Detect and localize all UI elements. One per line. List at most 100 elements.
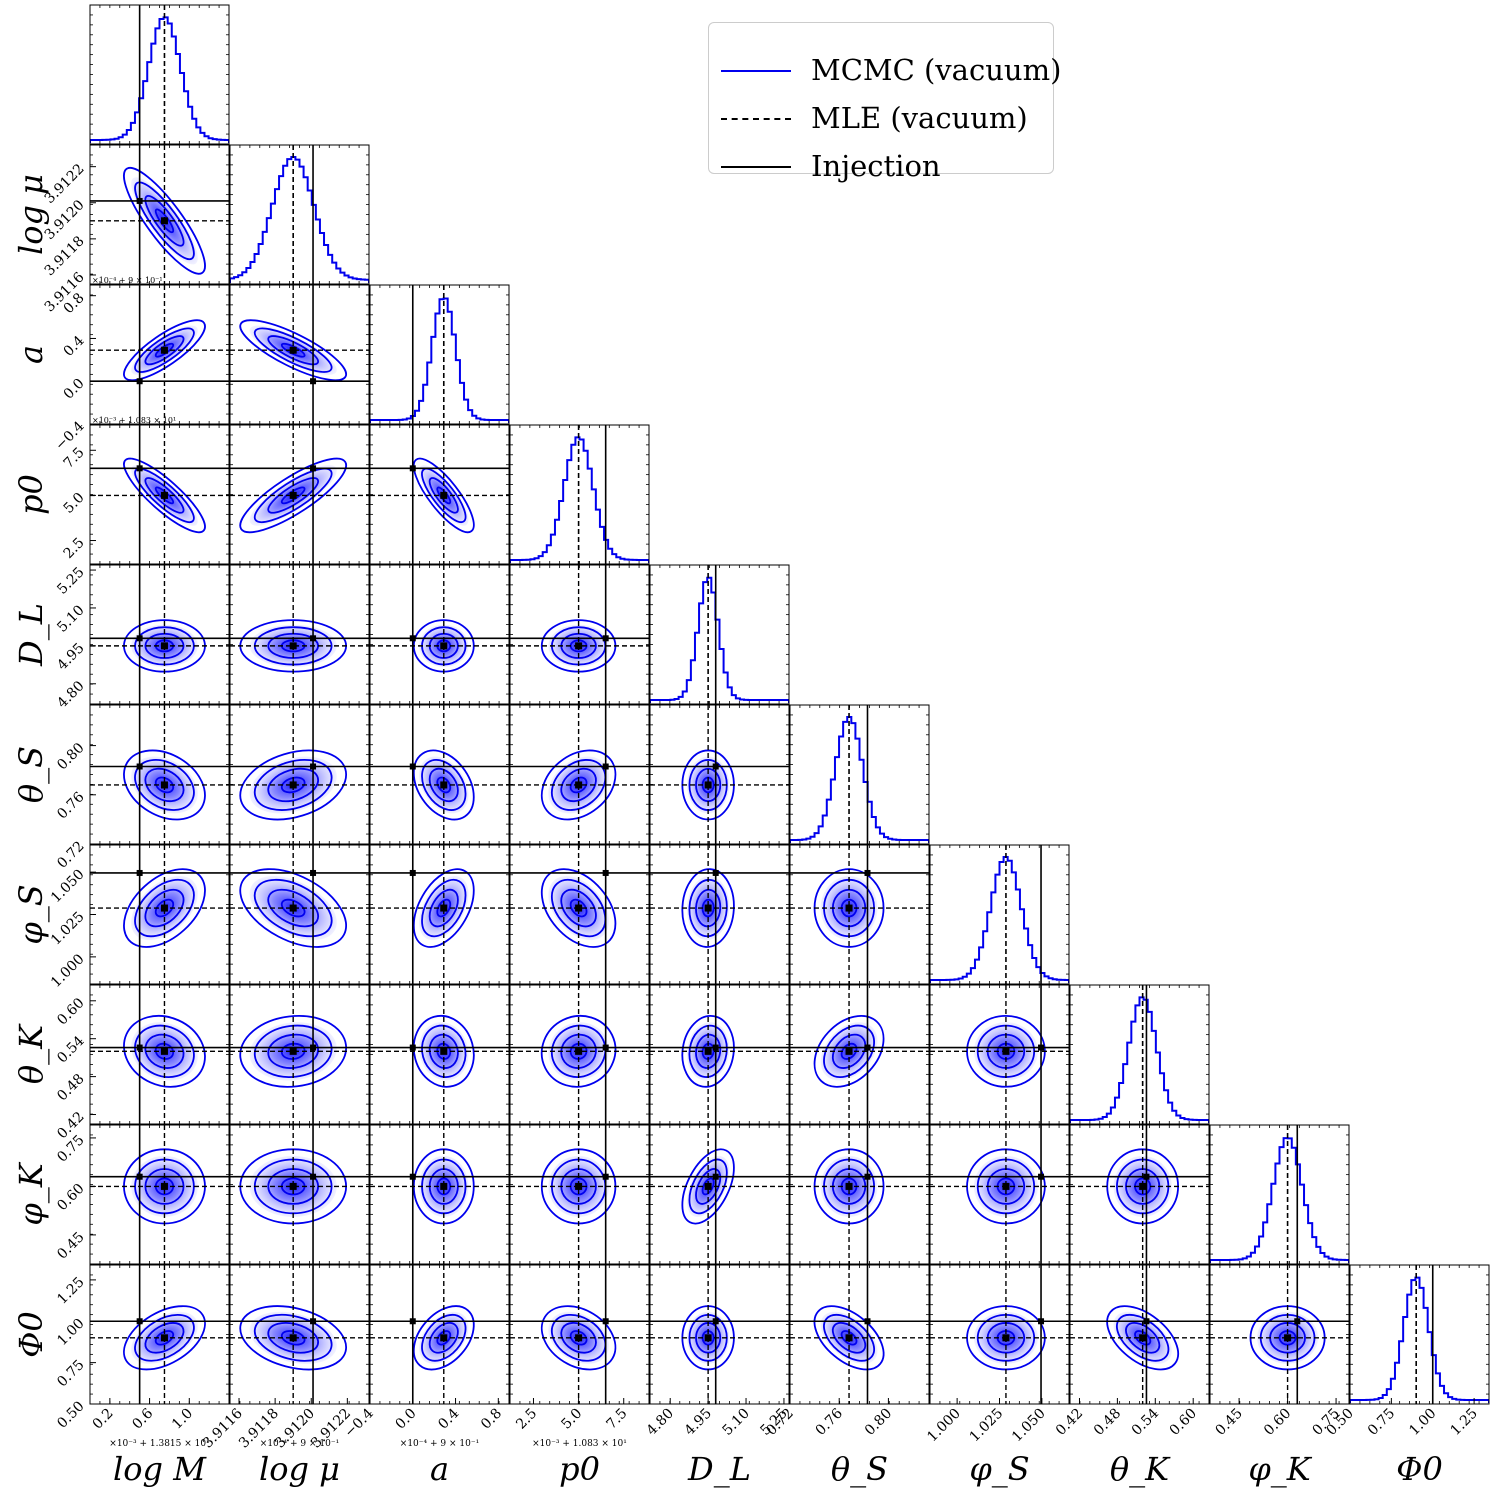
xtick-p-2: 7.5 bbox=[603, 1406, 630, 1433]
xtick-Phi-1: 0.75 bbox=[1365, 1406, 1398, 1439]
injection-marker bbox=[712, 1318, 719, 1325]
contour-3 bbox=[123, 319, 206, 382]
ylabel-thK: θ_K bbox=[12, 1023, 50, 1084]
contour-2 bbox=[253, 759, 333, 811]
xtick-Phi-3: 1.25 bbox=[1448, 1406, 1481, 1439]
panel-phS-vs-D bbox=[649, 844, 790, 985]
ytick-phS-2: 1.050 bbox=[48, 866, 88, 906]
injection-marker bbox=[864, 869, 871, 876]
ylabel-p: p0 bbox=[12, 474, 50, 515]
contour-3 bbox=[540, 868, 617, 948]
injection-marker bbox=[1038, 1173, 1045, 1180]
panel-phS-vs-phS bbox=[929, 844, 1070, 985]
contour-1 bbox=[695, 1168, 722, 1205]
contour-3 bbox=[540, 1014, 617, 1088]
injection-marker bbox=[712, 1173, 719, 1180]
contour-3 bbox=[813, 1014, 885, 1088]
xlabel-thS: θ_S bbox=[831, 1450, 888, 1488]
ytick-phK-1: 0.60 bbox=[54, 1181, 87, 1214]
xlabel-phK: φ_K bbox=[1248, 1450, 1312, 1488]
contour-3 bbox=[813, 1305, 885, 1371]
panel-frame bbox=[1209, 1124, 1350, 1265]
injection-marker bbox=[409, 1173, 416, 1180]
injection-marker bbox=[136, 1173, 143, 1180]
hist-thK bbox=[1070, 996, 1209, 1123]
xtick-D-0: 4.80 bbox=[644, 1406, 677, 1439]
contour-0 bbox=[436, 1042, 452, 1060]
hist-D bbox=[650, 576, 789, 703]
panel-thK-vs-thK bbox=[1069, 984, 1210, 1125]
xtick-p-0: 2.5 bbox=[513, 1406, 540, 1433]
contour-2 bbox=[134, 327, 195, 373]
injection-marker bbox=[310, 635, 317, 642]
ytick-thK-3: 0.60 bbox=[54, 995, 87, 1028]
xtick-M-0: 0.2 bbox=[90, 1406, 117, 1433]
contour-0 bbox=[569, 898, 588, 918]
panel-phK-vs-thS bbox=[789, 1124, 930, 1265]
panel-D-vs-p bbox=[509, 564, 650, 705]
injection-marker bbox=[310, 869, 317, 876]
xtick-a-3: 0.8 bbox=[478, 1406, 505, 1433]
contour-3 bbox=[412, 749, 475, 821]
injection-marker bbox=[712, 763, 719, 770]
panel-thK-vs-phS bbox=[929, 984, 1070, 1125]
panel-Phi-vs-thK: 0.42 0.48 0.54 0.60 θ_K bbox=[1053, 1264, 1210, 1488]
contour-1 bbox=[144, 1033, 185, 1069]
mle-marker bbox=[289, 1182, 297, 1190]
ytick-Phi-1: 0.75 bbox=[54, 1357, 87, 1390]
ytick-D-2: 5.10 bbox=[54, 602, 87, 635]
contour-3 bbox=[412, 1305, 475, 1371]
panel-phS-vs-p bbox=[509, 844, 650, 985]
contour-1 bbox=[144, 1322, 185, 1354]
xtick-thS-2: 0.80 bbox=[862, 1406, 895, 1439]
offset-a: ×10⁻⁴ + 9 × 10⁻¹ bbox=[400, 1439, 479, 1449]
contour-2 bbox=[134, 467, 195, 524]
injection-marker bbox=[409, 869, 416, 876]
contour-1 bbox=[1125, 1322, 1161, 1354]
ylabel-phS: φ_S bbox=[12, 884, 50, 944]
xtick-a-1: 0.0 bbox=[393, 1406, 420, 1433]
mle-marker bbox=[289, 904, 297, 912]
hist-phK bbox=[1210, 1137, 1349, 1263]
panel-phS-vs-mu bbox=[229, 844, 370, 985]
contour-1 bbox=[267, 1033, 319, 1069]
contour-2 bbox=[421, 1313, 467, 1362]
panel-mu-vs-mu bbox=[229, 144, 370, 285]
hist-a bbox=[370, 297, 509, 423]
ytick-D-3: 5.25 bbox=[54, 564, 87, 597]
panel-phK-vs-p bbox=[509, 1124, 650, 1265]
panel-phK-vs-thK bbox=[1069, 1124, 1210, 1265]
contour-3 bbox=[540, 1305, 617, 1371]
ytick-a-2: 0.4 bbox=[61, 333, 88, 360]
injection-marker bbox=[409, 763, 416, 770]
xtick-thK-2: 0.54 bbox=[1129, 1405, 1162, 1438]
contour-1 bbox=[695, 888, 722, 928]
injection-marker bbox=[310, 763, 317, 770]
panel-M-vs-M bbox=[89, 4, 230, 145]
contour-1 bbox=[560, 1322, 597, 1354]
contour-1 bbox=[144, 477, 185, 514]
panel-phS-vs-thS bbox=[789, 844, 930, 985]
injection-marker bbox=[136, 635, 143, 642]
injection-marker bbox=[712, 1044, 719, 1051]
ytick-thK-1: 0.48 bbox=[54, 1071, 87, 1104]
ylabel-mu: log μ bbox=[12, 174, 50, 255]
injection-marker bbox=[310, 1173, 317, 1180]
ytick-Phi-0: 0.50 bbox=[54, 1398, 87, 1431]
xtick-phS-1: 1.025 bbox=[967, 1406, 1007, 1446]
ytick-Phi-2: 1.00 bbox=[54, 1316, 87, 1349]
panel-thS-vs-mu bbox=[229, 704, 370, 845]
panel-phK-vs-D bbox=[649, 1124, 790, 1265]
contour-2 bbox=[823, 1024, 875, 1078]
contour-0 bbox=[436, 898, 452, 918]
ytick-p-1: 5.0 bbox=[61, 490, 88, 517]
contour-0 bbox=[436, 1330, 452, 1346]
contour-1 bbox=[831, 1033, 867, 1069]
panel-thK-vs-mu bbox=[229, 984, 370, 1125]
ytick-D-1: 4.95 bbox=[54, 640, 87, 673]
injection-marker bbox=[602, 763, 609, 770]
contour-2 bbox=[253, 878, 333, 938]
injection-marker bbox=[409, 465, 416, 472]
